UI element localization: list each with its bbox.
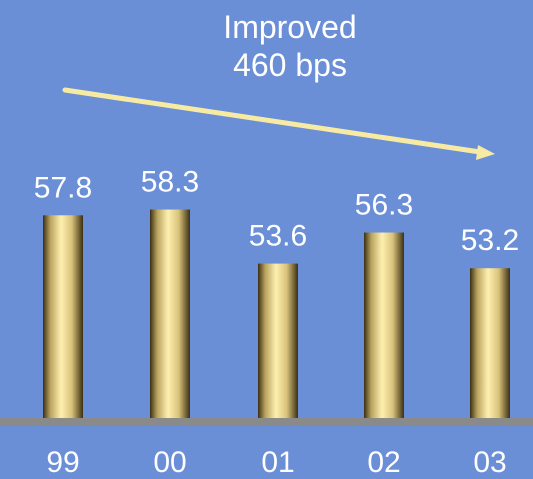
bar-02	[364, 232, 404, 420]
data-label-03: 53.2	[461, 224, 519, 257]
trend-arrow	[62, 87, 495, 160]
bar-99	[43, 215, 83, 420]
trend-annotation: Improved 460 bps	[170, 8, 410, 84]
x-tick-label-01: 01	[261, 446, 294, 479]
bar-01	[258, 263, 298, 420]
x-axis-baseline	[0, 418, 533, 426]
annotation-line-1: Improved	[223, 9, 357, 45]
x-tick-label-00: 00	[153, 446, 186, 479]
bars-group	[43, 209, 510, 420]
x-axis-tick-labels: 99 00 01 02 03	[46, 446, 506, 479]
annotation-line-2: 460 bps	[233, 47, 347, 83]
data-label-00: 58.3	[141, 166, 199, 199]
bar-03	[470, 268, 510, 420]
trend-arrow-line	[62, 87, 483, 155]
value-labels-group: 57.8 58.3 53.6 56.3 53.2	[34, 166, 519, 258]
x-tick-label-99: 99	[46, 446, 79, 479]
bar-00	[150, 209, 190, 420]
data-label-01: 53.6	[249, 220, 307, 253]
x-tick-label-03: 03	[473, 446, 506, 479]
x-tick-label-02: 02	[367, 446, 400, 479]
data-label-99: 57.8	[34, 171, 92, 204]
data-label-02: 56.3	[355, 189, 413, 222]
trend-arrow-head	[476, 145, 495, 160]
